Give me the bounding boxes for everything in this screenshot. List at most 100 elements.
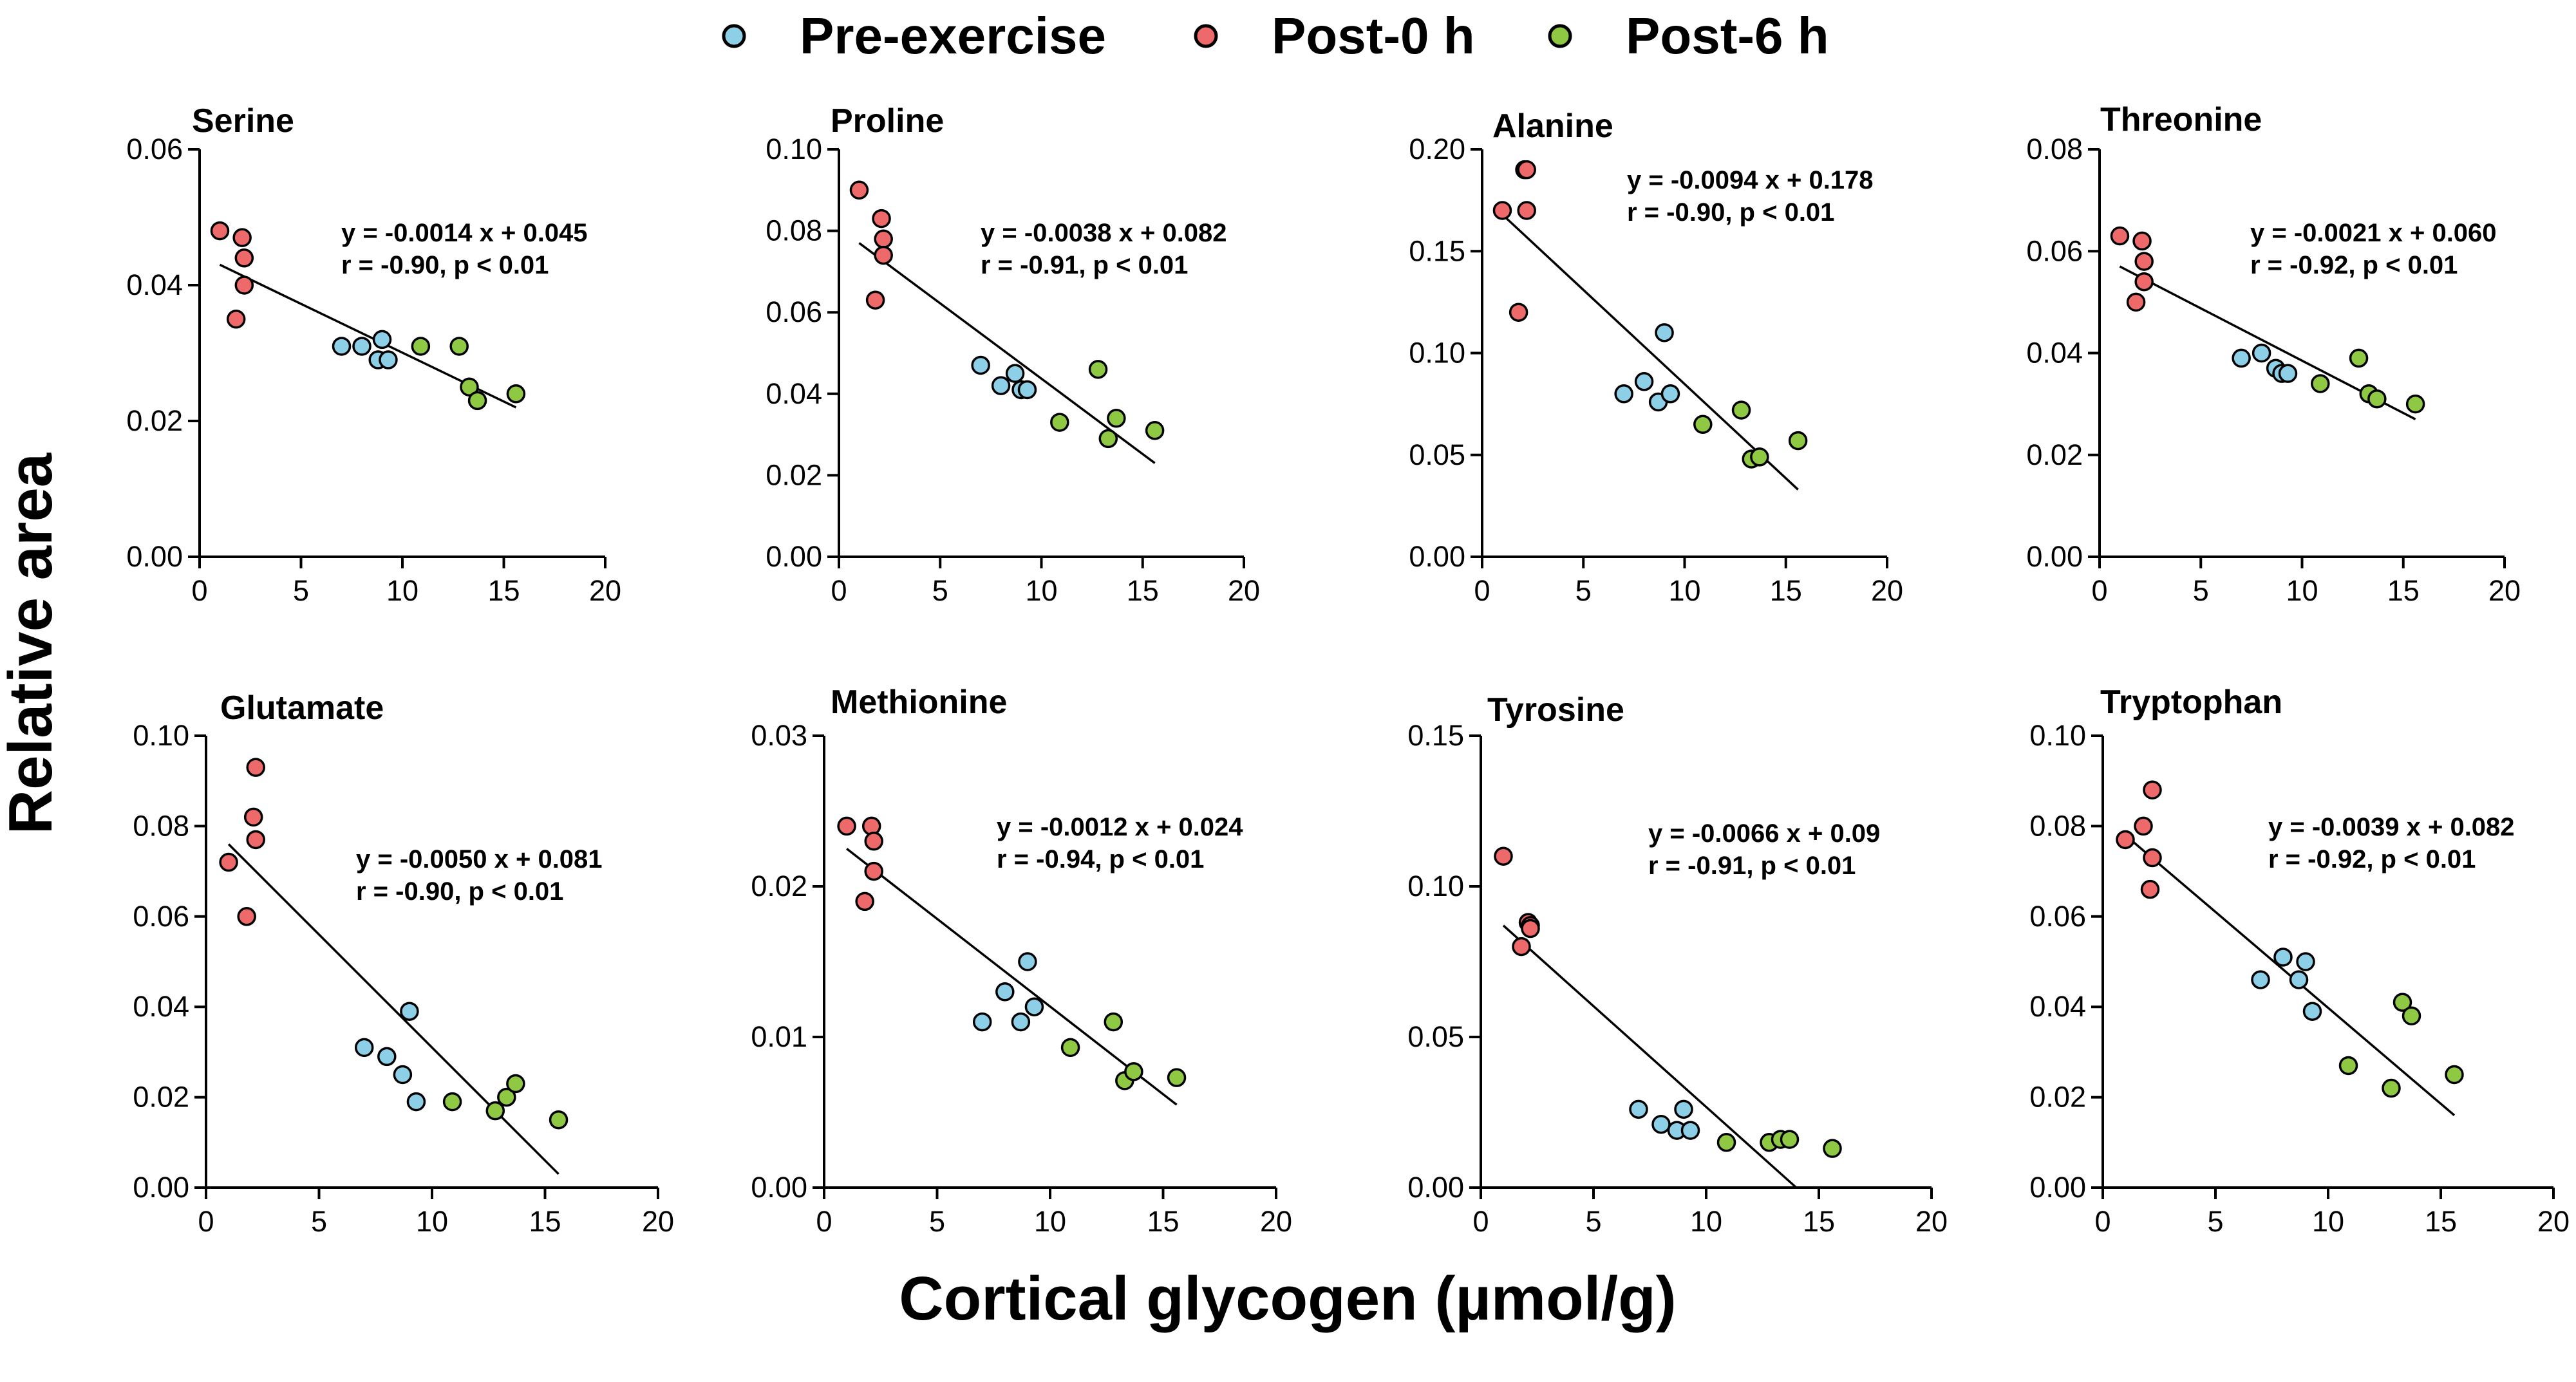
y-tick-label: 0.06 bbox=[766, 295, 822, 328]
data-point-pre bbox=[2278, 364, 2298, 383]
y-tick-label: 0.06 bbox=[2026, 234, 2083, 267]
chart-title: Proline bbox=[831, 102, 944, 140]
data-point-post0 bbox=[1509, 303, 1528, 322]
data-point-post0 bbox=[837, 816, 856, 836]
data-point-pre bbox=[1674, 1099, 1693, 1119]
data-point-post0 bbox=[1492, 201, 1512, 220]
x-tick-label: 0 bbox=[2091, 574, 2107, 607]
data-point-pre bbox=[354, 1038, 374, 1058]
data-point-pre bbox=[2252, 343, 2271, 363]
x-tick-label: 5 bbox=[932, 574, 948, 607]
data-point-post6 bbox=[460, 377, 479, 397]
legend: Pre-exercise Post-0 h Post-6 h bbox=[722, 7, 1829, 64]
data-point-post6 bbox=[1050, 413, 1069, 432]
y-tick-label: 0.10 bbox=[1409, 337, 1465, 369]
regression-line bbox=[846, 848, 1178, 1106]
x-tick-label: 0 bbox=[198, 1205, 214, 1238]
data-point-post0 bbox=[2110, 226, 2130, 246]
x-tick-label: 10 bbox=[2286, 574, 2318, 607]
data-point-pre bbox=[2289, 970, 2309, 989]
data-point-post6 bbox=[1060, 1038, 1080, 1058]
x-tick-label: 20 bbox=[2488, 574, 2521, 607]
regression-stats: r = -0.91, p < 0.01 bbox=[1648, 852, 1856, 880]
data-point-post0 bbox=[2132, 231, 2152, 251]
x-tick-label: 10 bbox=[2312, 1205, 2344, 1238]
x-tick-label: 10 bbox=[1668, 574, 1700, 607]
y-tick-label: 0.08 bbox=[2026, 133, 2083, 165]
regression-stats: r = -0.94, p < 0.01 bbox=[997, 845, 1204, 873]
data-point-pre bbox=[2232, 348, 2251, 368]
data-point-post0 bbox=[1517, 201, 1536, 220]
data-point-post0 bbox=[1512, 937, 1531, 957]
y-tick-label: 0.06 bbox=[126, 133, 183, 165]
y-tick-label: 0.08 bbox=[2029, 809, 2086, 842]
data-point-pre bbox=[406, 1092, 426, 1112]
data-point-pre bbox=[1629, 1099, 1648, 1119]
data-point-post0 bbox=[234, 275, 254, 295]
x-tick-label: 15 bbox=[1147, 1205, 1179, 1238]
chart-title: Tyrosine bbox=[1487, 691, 1624, 729]
data-point-post0 bbox=[243, 807, 263, 827]
data-point-post6 bbox=[1731, 400, 1751, 420]
data-point-pre bbox=[1017, 380, 1037, 400]
x-tick-label: 15 bbox=[1803, 1205, 1835, 1238]
legend-marker-post6 bbox=[1548, 24, 1572, 48]
data-point-pre bbox=[1018, 952, 1037, 971]
y-tick-label: 0.00 bbox=[1407, 1171, 1464, 1204]
chart-title: Methionine bbox=[831, 684, 1007, 721]
data-point-post6 bbox=[2393, 993, 2412, 1012]
x-tick-label: 10 bbox=[1034, 1205, 1066, 1238]
y-tick-label: 0.15 bbox=[1409, 234, 1465, 267]
x-tick-label: 5 bbox=[1575, 574, 1592, 607]
x-tick-label: 5 bbox=[2193, 574, 2209, 607]
data-point-pre bbox=[1634, 372, 1654, 391]
regression-equation: y = -0.0039 x + 0.082 bbox=[2268, 813, 2515, 841]
data-point-post6 bbox=[1167, 1068, 1187, 1087]
y-tick-label: 0.03 bbox=[751, 719, 807, 752]
chart-title: Alanine bbox=[1492, 107, 1613, 145]
data-point-post0 bbox=[864, 861, 883, 881]
data-point-post0 bbox=[865, 290, 885, 310]
y-tick-label: 0.00 bbox=[133, 1171, 189, 1204]
y-tick-label: 0.20 bbox=[1409, 133, 1465, 165]
data-point-post6 bbox=[485, 1101, 505, 1121]
y-tick-label: 0.04 bbox=[2029, 990, 2086, 1023]
x-tick-label: 5 bbox=[1585, 1205, 1601, 1238]
data-point-pre bbox=[379, 350, 398, 369]
x-tick-label: 15 bbox=[1127, 574, 1159, 607]
data-point-post6 bbox=[1104, 1012, 1123, 1032]
data-point-pre bbox=[972, 1012, 992, 1032]
data-point-post6 bbox=[1145, 421, 1165, 440]
chart-threonine: 0.00 0.02 0.04 0.06 0.08 0 5 10 15 20 Threonine y =… bbox=[2026, 101, 2521, 607]
x-tick-label: 0 bbox=[191, 574, 207, 607]
data-point-pre bbox=[400, 1002, 419, 1021]
x-tick-label: 10 bbox=[416, 1205, 448, 1238]
data-point-post0 bbox=[246, 758, 265, 777]
data-point-post0 bbox=[232, 228, 252, 247]
data-point-post0 bbox=[219, 852, 238, 872]
data-point-pre bbox=[332, 337, 352, 356]
data-point-post6 bbox=[1780, 1130, 1800, 1149]
y-tick-label: 0.00 bbox=[2029, 1171, 2086, 1204]
y-tick-label: 0.06 bbox=[133, 900, 189, 933]
data-point-pre bbox=[1005, 364, 1025, 383]
data-point-post6 bbox=[2405, 394, 2425, 414]
y-tick-label: 0.08 bbox=[766, 214, 822, 247]
data-point-pre bbox=[2302, 1002, 2322, 1021]
data-point-post6 bbox=[1107, 409, 1126, 428]
data-point-post0 bbox=[864, 832, 883, 851]
y-tick-label: 0.02 bbox=[133, 1081, 189, 1114]
data-point-post6 bbox=[497, 1087, 516, 1107]
x-tick-label: 15 bbox=[2425, 1205, 2457, 1238]
data-point-post0 bbox=[226, 310, 246, 329]
x-tick-label: 15 bbox=[1770, 574, 1802, 607]
y-tick-label: 0.10 bbox=[133, 719, 189, 752]
data-point-post6 bbox=[506, 1074, 525, 1094]
data-point-post6 bbox=[2382, 1078, 2401, 1098]
chart-serine: 0.00 0.02 0.04 0.06 0 5 10 15 20 Serine y = -0.001… bbox=[126, 102, 621, 607]
y-axis-title: Relative area bbox=[0, 453, 65, 834]
data-point-pre bbox=[995, 982, 1015, 1002]
legend-marker-post0 bbox=[1194, 24, 1218, 48]
data-point-pre bbox=[1655, 323, 1674, 342]
